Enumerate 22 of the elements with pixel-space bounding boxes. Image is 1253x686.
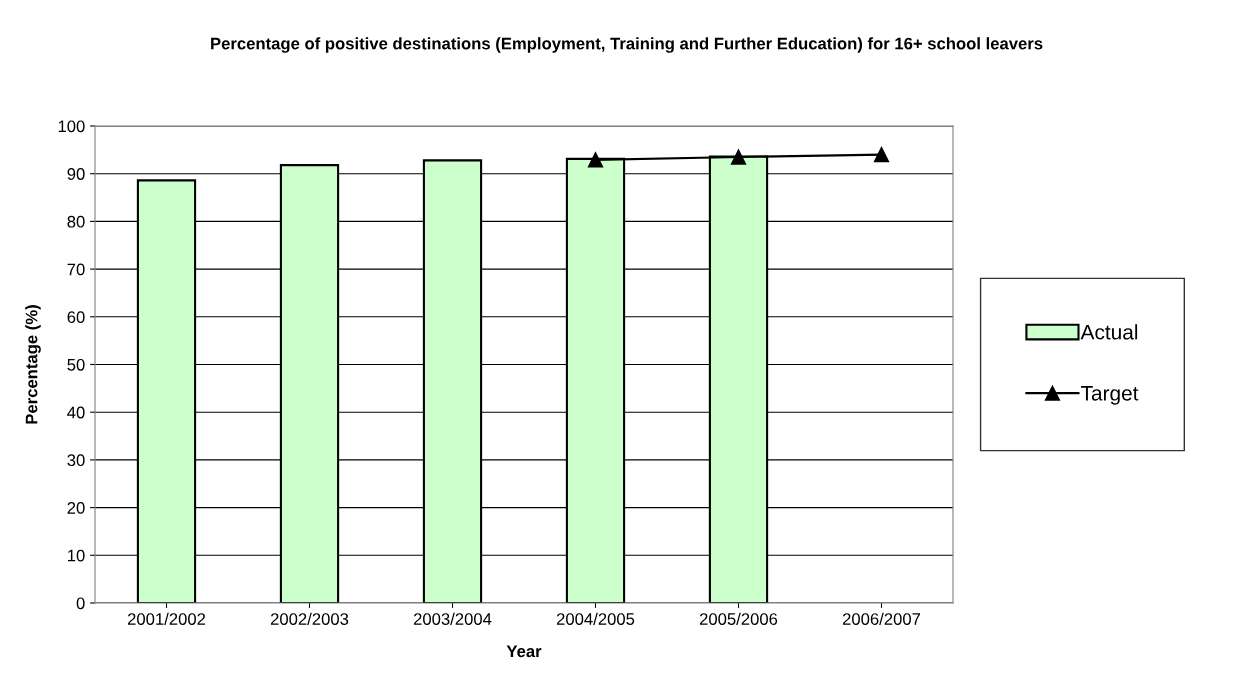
y-tick-label: 50 (67, 358, 85, 371)
x-axis-title: Year (506, 645, 542, 658)
y-tick-label: 80 (67, 215, 85, 228)
y-tick-label: 70 (67, 263, 85, 276)
x-tick-label: 2005/2006 (699, 612, 778, 625)
x-tick-label: 2002/2003 (270, 612, 349, 625)
chart-title: Percentage of positive destinations (Employment, Training and Further Education) for 16+ school leavers (211, 37, 1043, 53)
y-tick-label: 40 (67, 406, 85, 419)
x-tick-label: 2004/2005 (556, 612, 635, 625)
x-tick-label: 2006/2007 (842, 612, 921, 625)
y-tick-label: 90 (67, 168, 85, 180)
y-tick-label: 10 (68, 549, 85, 562)
y-tick-label: 20 (67, 502, 85, 514)
x-tick-label: 2003/2004 (413, 612, 492, 625)
y-tick-label: 30 (67, 454, 85, 467)
y-tick-label: 60 (67, 311, 85, 323)
y-tick-label: 100 (58, 120, 85, 133)
y-tick-label: 0 (76, 597, 85, 610)
y-axis-title: Percentage (%) (25, 305, 41, 424)
legend-label: Actual (1080, 324, 1138, 340)
legend-label: Target (1081, 386, 1139, 405)
x-tick-label: 2001/2002 (127, 612, 206, 625)
